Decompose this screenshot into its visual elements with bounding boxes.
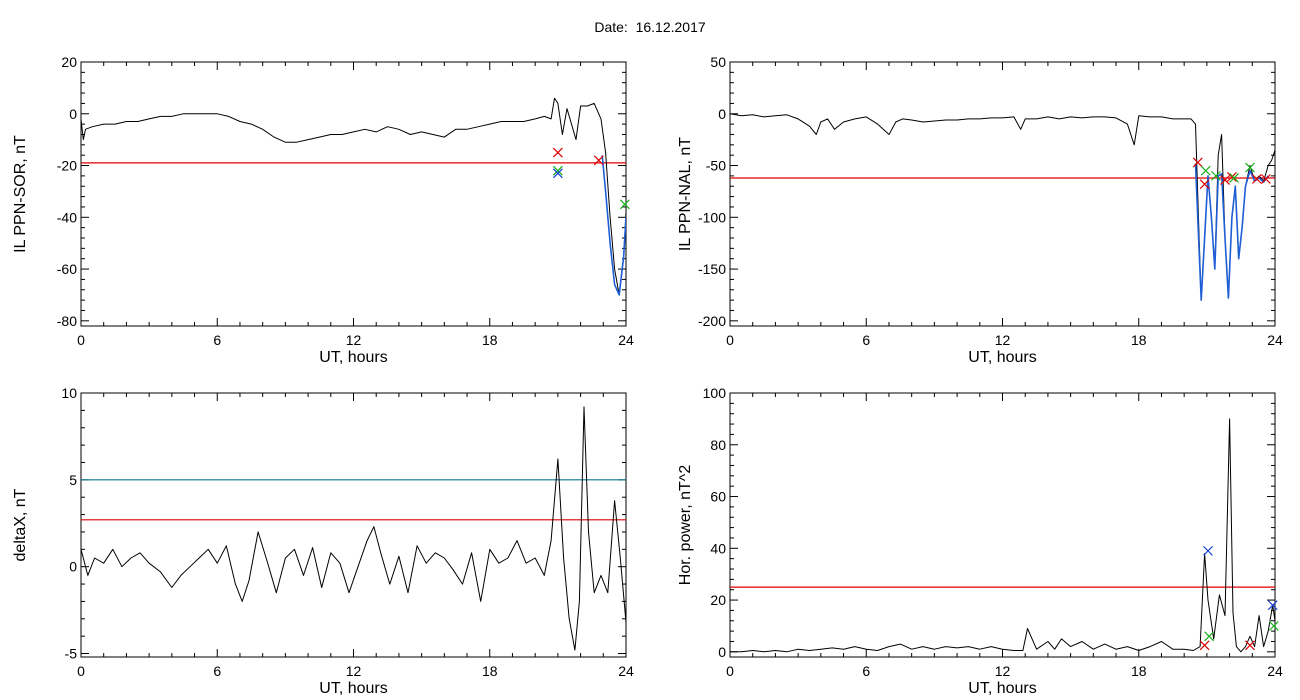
marker-red-cross xyxy=(552,147,563,158)
y-tick-label: 0 xyxy=(718,106,726,122)
x-tick-label: 6 xyxy=(862,332,870,348)
y-tick-label: 50 xyxy=(710,54,726,70)
y-tick-label: 0 xyxy=(69,559,77,575)
y-tick-label: 20 xyxy=(61,54,77,70)
x-tick-label: 0 xyxy=(77,332,85,348)
y-axis-label: deltaX, nT xyxy=(12,488,29,561)
plot-area xyxy=(730,113,1275,301)
marker-red-cross xyxy=(1220,175,1230,185)
x-axis-label: UT, hours xyxy=(968,349,1036,366)
y-tick-label: 10 xyxy=(61,385,77,401)
x-tick-label: 18 xyxy=(1131,332,1147,348)
y-tick-label: -5 xyxy=(65,646,78,662)
plot-area xyxy=(730,418,1275,653)
y-tick-label: 80 xyxy=(710,437,726,453)
marker-green-cross xyxy=(1204,631,1215,642)
x-tick-label: 24 xyxy=(1267,332,1283,348)
series-trace-line xyxy=(81,406,626,651)
y-tick-label: -60 xyxy=(57,261,77,277)
y-axis-label: IL PPN-NAL, nT xyxy=(677,137,694,251)
chart-ppn-nal: 0 6 12 18 24 50 0 -50 -100 -150 -200 UT, hours IL PP… xyxy=(677,54,1283,366)
y-tick-label: 40 xyxy=(710,540,726,556)
marker-red-cross xyxy=(1226,171,1237,182)
y-tick-label: 60 xyxy=(710,489,726,505)
x-tick-label: 0 xyxy=(77,663,85,679)
marker-blue-cross xyxy=(1203,545,1213,556)
series-trace-line xyxy=(730,113,1275,301)
x-tick-label: 18 xyxy=(1131,663,1147,679)
x-tick-label: 18 xyxy=(482,332,498,348)
y-tick-label: 0 xyxy=(69,106,77,122)
x-axis-label: UT, hours xyxy=(319,680,387,697)
y-tick-label: 20 xyxy=(710,592,726,608)
marker-green-cross xyxy=(1268,621,1279,631)
x-tick-label: 24 xyxy=(618,332,634,348)
marker-green-cross xyxy=(1200,165,1211,176)
marker-red-cross xyxy=(1251,174,1262,184)
page-title: Date: 16.12.2017 xyxy=(0,19,1300,35)
series-trace-line xyxy=(81,97,626,296)
y-tick-label: 0 xyxy=(718,644,726,660)
marker-red-cross xyxy=(1260,174,1271,184)
marker-green-cross xyxy=(1245,162,1255,173)
plot-area xyxy=(81,97,626,296)
marker-red-cross xyxy=(1192,157,1203,168)
x-tick-label: 6 xyxy=(862,663,870,679)
y-tick-label: -150 xyxy=(698,261,726,277)
series-fit-line xyxy=(601,155,626,296)
y-axis-label: IL PPN-SOR, nT xyxy=(12,135,29,253)
plot-area xyxy=(81,406,626,651)
y-tick-label: -20 xyxy=(57,158,77,174)
plot-frame xyxy=(80,61,627,327)
y-axis-label: Hor. power, nT^2 xyxy=(677,465,694,586)
x-tick-label: 18 xyxy=(482,663,498,679)
y-tick-label: -50 xyxy=(706,158,726,174)
marker-red-cross xyxy=(1199,179,1210,190)
x-tick-label: 12 xyxy=(995,663,1011,679)
marker-red-cross xyxy=(1199,640,1210,651)
marker-green-cross xyxy=(619,199,630,210)
title-label: Date: xyxy=(594,19,628,35)
x-tick-label: 0 xyxy=(726,663,734,679)
x-axis-label: UT, hours xyxy=(319,349,387,366)
x-tick-label: 12 xyxy=(346,663,362,679)
x-axis-label: UT, hours xyxy=(968,680,1036,697)
x-tick-label: 0 xyxy=(726,332,734,348)
marker-blue-cross xyxy=(552,168,563,179)
marker-green-cross xyxy=(1211,170,1221,181)
marker-green-cross xyxy=(552,165,563,176)
marker-red-cross xyxy=(593,155,604,166)
y-tick-label: 5 xyxy=(69,472,77,488)
marker-green-cross xyxy=(1229,173,1240,183)
plot-frame xyxy=(729,392,1276,658)
x-tick-label: 6 xyxy=(213,663,221,679)
y-tick-label: -40 xyxy=(57,209,77,225)
marker-blue-cross xyxy=(1267,600,1278,611)
y-tick-label: -200 xyxy=(698,313,726,329)
y-tick-label: 100 xyxy=(703,385,727,401)
x-tick-label: 6 xyxy=(213,332,221,348)
chart-hor-power: 0 6 12 18 24 100 80 60 40 20 0 UT, hours Hor. power,… xyxy=(677,385,1283,697)
title-date: 16.12.2017 xyxy=(635,19,706,35)
marker-red-cross xyxy=(1245,640,1255,651)
x-tick-label: 12 xyxy=(346,332,362,348)
series-trace-line xyxy=(730,418,1275,653)
x-tick-label: 24 xyxy=(618,663,634,679)
x-tick-label: 12 xyxy=(995,332,1011,348)
series-fit-line xyxy=(1194,163,1269,301)
y-tick-label: -100 xyxy=(698,209,726,225)
chart-ppn-sor: 0 6 12 18 24 20 0 -20 -40 -60 -80 UT, hours IL PPN-S… xyxy=(12,54,634,366)
y-tick-label: -80 xyxy=(57,313,77,329)
x-tick-label: 24 xyxy=(1267,663,1283,679)
plot-frame xyxy=(80,392,627,658)
plot-frame xyxy=(729,61,1276,327)
